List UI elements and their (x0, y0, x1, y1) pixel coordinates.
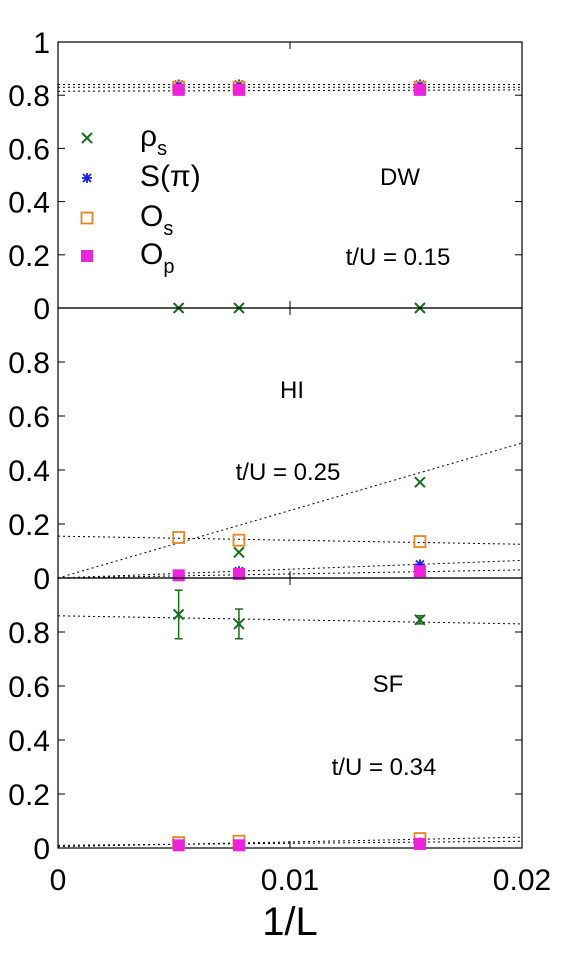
fit-line (57, 569, 523, 579)
legend-label: S(π) (140, 160, 201, 193)
fit-line (57, 535, 523, 545)
legend-entry: Os (80, 200, 173, 240)
y-tick-label: 0.8 (8, 347, 50, 380)
data-point-O-p (413, 837, 426, 850)
y-tick-label: 0.6 (8, 133, 50, 166)
legend-marker (81, 250, 93, 262)
y-tick-label: 0.8 (8, 80, 50, 113)
legend-marker (80, 211, 94, 225)
panel-label: DW (380, 164, 420, 191)
data-point-O-p (232, 839, 245, 852)
y-tick-label: 0.2 (8, 779, 50, 812)
plot-area: 0 0.2 0.4 0.6 0.8 1 DW t/U = 0.15 0 0.2 0.4 0.6 0.8 H… (8, 27, 551, 897)
data-point-rho-s (172, 608, 185, 621)
legend-label: Op (140, 238, 174, 278)
legend-entry: ρs (81, 120, 167, 160)
y-tick-label: 0 (33, 563, 50, 596)
fit-line (57, 559, 523, 579)
data-point-O-p (232, 567, 245, 580)
panel-parameter: t/U = 0.25 (236, 459, 341, 486)
fit-line (57, 89, 523, 92)
legend-marker (82, 173, 92, 183)
legend-label: ρs (140, 120, 167, 160)
data-point-O-p (172, 569, 185, 582)
legend-entry: Op (81, 238, 174, 278)
y-tick-label: 0.2 (8, 240, 50, 273)
fit-line (57, 840, 523, 846)
data-point-O-s (172, 531, 186, 544)
x-tick-label: 0 (50, 864, 67, 897)
data-point-rho-s (414, 614, 426, 626)
x-axis-title: 1/L (262, 900, 318, 944)
y-tick-label: 0.6 (8, 401, 50, 434)
data-point-O-p (232, 83, 245, 96)
panel-dw: 0 0.2 0.4 0.6 0.8 1 DW t/U = 0.15 (8, 27, 523, 326)
y-tick-label: 0 (33, 293, 50, 326)
y-tick-label: 0.4 (8, 455, 50, 488)
fit-line (57, 442, 523, 579)
panel-frame (57, 307, 523, 579)
data-point-rho-s (233, 546, 245, 559)
legend-marker (81, 132, 93, 144)
legend-entry: S(π) (82, 160, 201, 193)
panel-frame (57, 577, 523, 849)
panel-hi: 0 0.2 0.4 0.6 0.8 HI t/U = 0.25 (8, 307, 523, 596)
data-point-rho-s (233, 618, 245, 630)
panel-parameter: t/U = 0.15 (346, 244, 451, 271)
data-point-O-p (413, 565, 426, 578)
panel-frame (57, 41, 523, 309)
fit-line (57, 615, 523, 625)
data-point-rho-s (414, 476, 426, 488)
panel-label: HI (280, 377, 304, 404)
panel-parameter: t/U = 0.34 (332, 754, 437, 781)
y-tick-label: 0.2 (8, 509, 50, 542)
panel-sf: 0 0.2 0.4 0.6 0.8 SF t/U = 0.34 (8, 577, 523, 866)
data-point-O-p (172, 839, 185, 852)
data-point-O-p (172, 83, 185, 96)
data-point-O-s (413, 535, 427, 548)
y-tick-label: 0.4 (8, 187, 50, 220)
x-tick-label: 0.01 (261, 864, 319, 897)
x-tick-label: 0.02 (493, 864, 551, 897)
data-point-S-pi (414, 559, 425, 570)
y-tick-label: 0.4 (8, 725, 50, 758)
y-tick-label: 0.8 (8, 617, 50, 650)
y-tick-label: 0.6 (8, 671, 50, 704)
data-point-O-s (232, 533, 246, 547)
legend-label: Os (140, 200, 173, 240)
panel-label: SF (373, 671, 404, 698)
y-tick-label: 0 (33, 833, 50, 866)
y-tick-label: 1 (33, 27, 50, 60)
fit-line (57, 836, 523, 848)
data-point-O-p (413, 83, 426, 96)
